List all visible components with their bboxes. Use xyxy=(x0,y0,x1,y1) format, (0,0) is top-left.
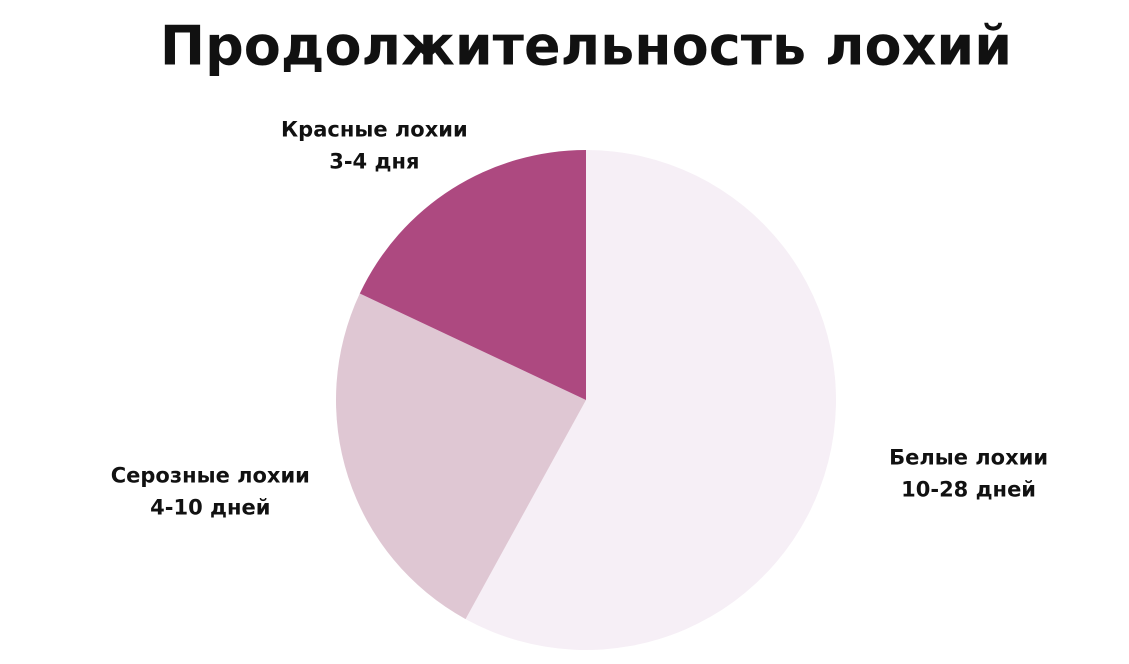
slice-label: Красные лохии xyxy=(281,118,468,142)
chart-title: Продолжительность лохий xyxy=(160,15,1012,78)
slice-label: Белые лохии xyxy=(889,446,1048,470)
pie-slice xyxy=(359,150,586,400)
slice-label: Серозные лохии xyxy=(111,464,310,488)
pie-slice xyxy=(336,293,586,620)
slice-duration: 10-28 дней xyxy=(901,478,1036,502)
slice-duration: 3-4 дня xyxy=(329,150,419,174)
slice-duration: 4-10 дней xyxy=(150,496,270,520)
pie-slice xyxy=(465,150,837,650)
